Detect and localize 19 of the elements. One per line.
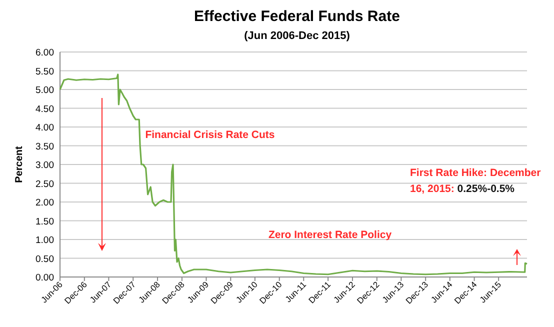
- y-tick-label: 1.00: [36, 235, 54, 246]
- y-tick-label: 3.50: [36, 141, 54, 152]
- y-tick-label: 5.50: [36, 66, 54, 78]
- annotation: Financial Crisis Rate Cuts: [145, 129, 275, 141]
- y-tick-label: 0.00: [36, 272, 54, 284]
- annotation: Zero Interest Rate Policy: [268, 229, 392, 241]
- y-tick-label: 0.50: [36, 254, 54, 265]
- y-tick-label: 2.50: [36, 178, 54, 190]
- chart-title: Effective Federal Funds Rate: [194, 8, 400, 25]
- y-axis-title: Percent: [14, 145, 25, 183]
- y-tick-label: 6.00: [36, 48, 54, 58]
- y-tick-label: 5.00: [36, 85, 54, 96]
- annotation: First Rate Hike: December 16, 2015: 0.25%-0.5%: [410, 167, 541, 195]
- y-tick-label: 4.50: [36, 104, 54, 115]
- y-tick-label: 3.00: [36, 160, 54, 171]
- y-tick-label: 4.00: [36, 122, 54, 134]
- y-tick-label: 1.50: [36, 216, 54, 228]
- chart-subtitle: (Jun 2006-Dec 2015): [244, 30, 350, 42]
- y-tick-label: 2.00: [36, 198, 54, 208]
